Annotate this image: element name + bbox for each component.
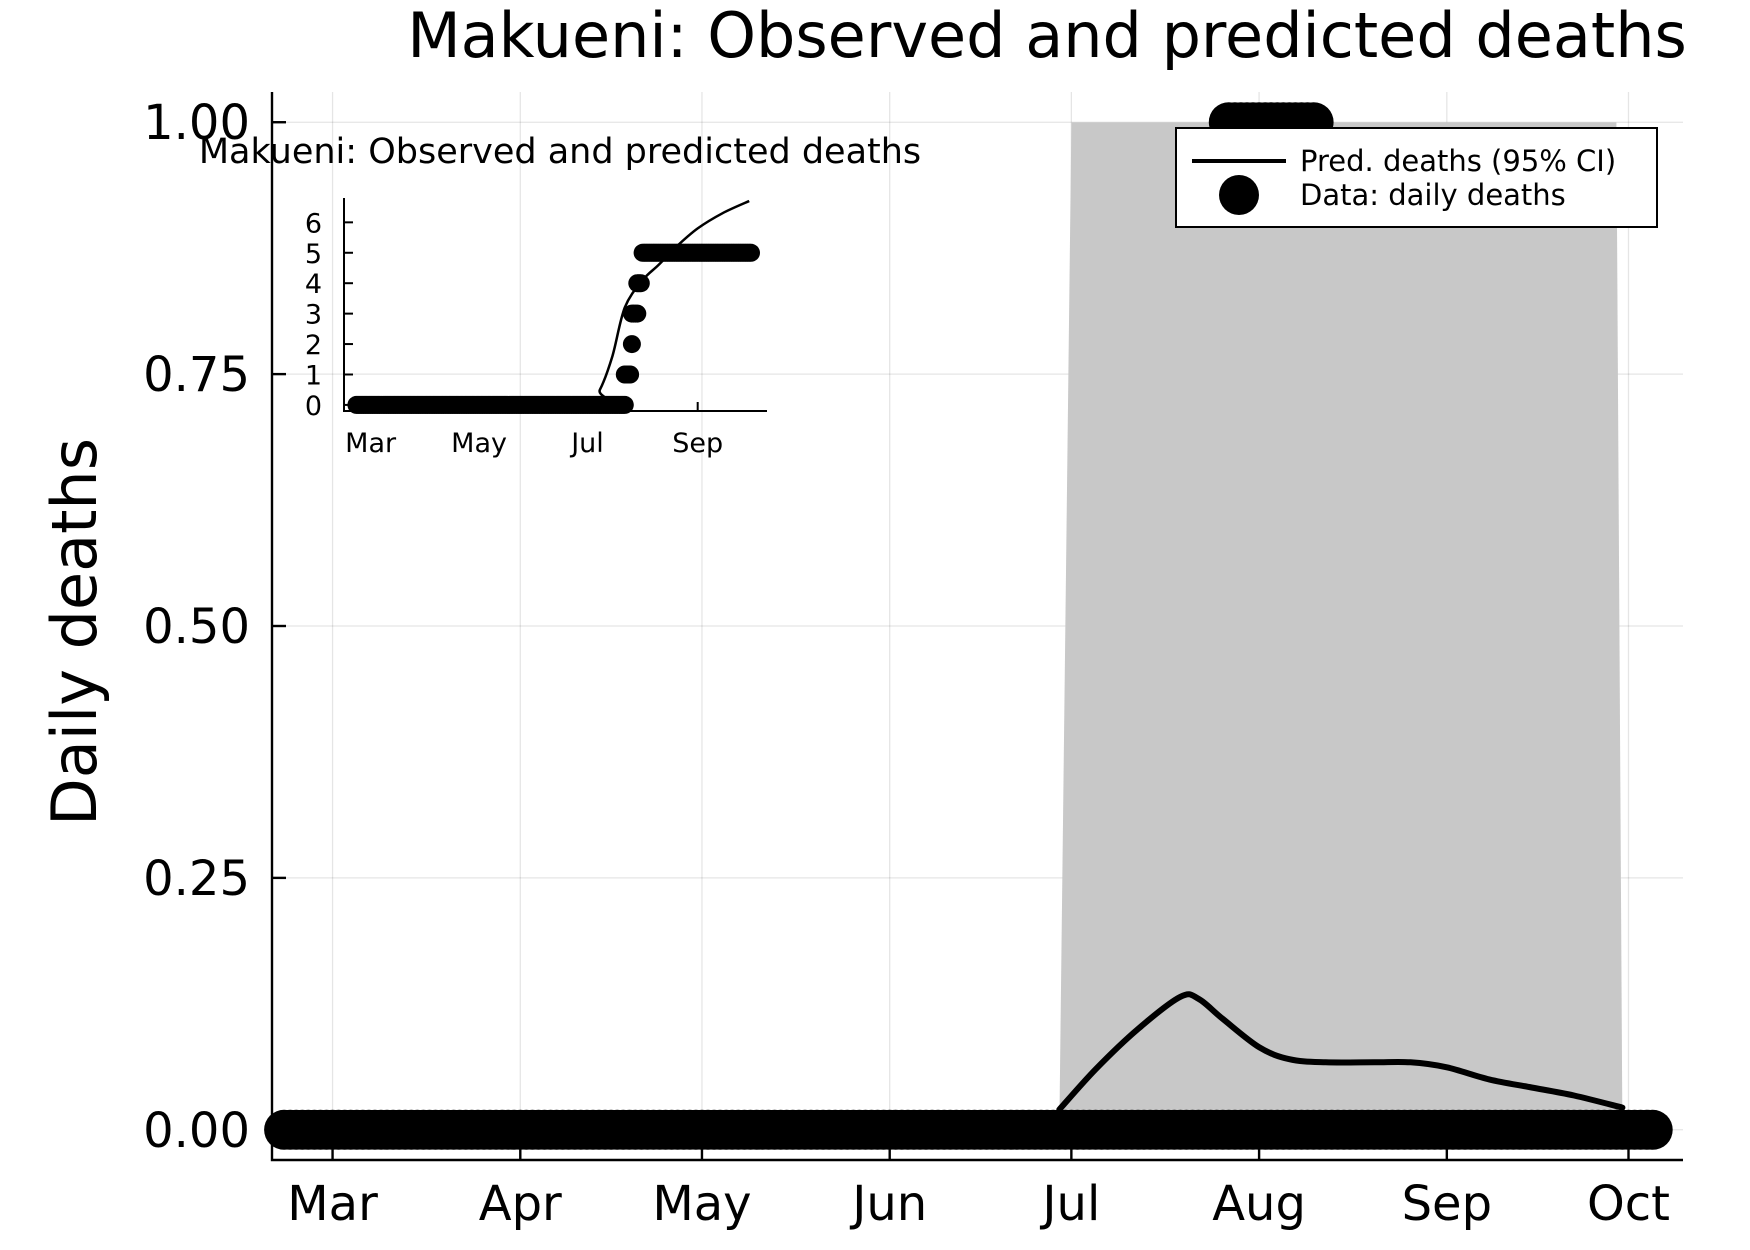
- x-tick-label: Aug: [1212, 1176, 1306, 1232]
- inset-data-point: [621, 365, 640, 384]
- data-point: [1632, 1109, 1673, 1150]
- inset-title: Makueni: Observed and predicted deaths: [199, 132, 921, 172]
- inset-y-tick-label: 5: [305, 239, 322, 270]
- inset-x-tick-label: Jul: [569, 428, 604, 459]
- inset-x-ticks: Mar May Jul Sep: [345, 402, 723, 459]
- x-tick-label: Sep: [1402, 1176, 1492, 1232]
- inset-chart: Makueni: Observed and predicted deaths M…: [199, 132, 921, 459]
- inset-predicted-line: [352, 199, 750, 408]
- main-x-ticks: Mar Apr May Jun Jul Aug Sep Oct: [287, 1146, 1670, 1232]
- x-tick-label: Oct: [1587, 1176, 1670, 1232]
- inset-y-tick-label: 4: [305, 269, 322, 300]
- inset-y-tick-label: 3: [305, 300, 322, 331]
- x-tick-label: Mar: [287, 1176, 378, 1232]
- legend-box: [1175, 127, 1658, 228]
- inset-axes: [343, 198, 767, 412]
- legend-label-data: Data: daily deaths: [1300, 178, 1566, 212]
- y-tick-label: 0.75: [143, 347, 250, 403]
- main-y-ticks: 0.00 0.25 0.50 0.75 1.00: [143, 95, 286, 1159]
- y-axis-label: Daily deaths: [38, 438, 111, 826]
- inset-x-tick-label: Mar: [345, 428, 397, 459]
- y-tick-label: 0.25: [143, 851, 250, 907]
- main-axis-lines: [270, 92, 1683, 1162]
- inset-data-point: [628, 304, 647, 323]
- legend-marker-swatch: [1219, 175, 1259, 215]
- x-tick-label: Jun: [849, 1176, 927, 1232]
- x-tick-label: Jul: [1039, 1176, 1100, 1232]
- main-axes: [270, 92, 1683, 1162]
- y-tick-label: 0.50: [143, 599, 250, 655]
- inset-data-point: [742, 243, 760, 262]
- inset-data-point: [615, 395, 634, 414]
- main-chart: Mar Apr May Jun Jul Aug Sep Oct 0.00 0.25 0.50 0.7…: [38, 0, 1687, 1232]
- chart-title: Makueni: Observed and predicted deaths: [407, 0, 1687, 72]
- inset-y-tick-label: 1: [305, 360, 322, 391]
- observed-deaths-markers: [264, 102, 1673, 1150]
- inset-observed-markers: [347, 243, 760, 414]
- legend-label-predicted: Pred. deaths (95% CI): [1300, 144, 1616, 178]
- predicted-deaths-line: [1056, 991, 1626, 1113]
- inset-data-point: [622, 335, 641, 354]
- inset-axis-lines: [343, 198, 767, 412]
- inset-y-tick-label: 0: [305, 391, 322, 422]
- inset-x-tick-label: May: [451, 428, 507, 459]
- inset-y-tick-label: 2: [305, 330, 322, 361]
- inset-x-tick-label: Sep: [672, 428, 723, 459]
- y-tick-label: 0.00: [143, 1103, 250, 1159]
- x-tick-label: Apr: [479, 1176, 562, 1232]
- confidence-band: [1059, 122, 1623, 1130]
- inset-y-tick-label: 6: [305, 208, 322, 239]
- y-tick-label: 1.00: [143, 95, 250, 151]
- legend: Pred. deaths (95% CI) Data: daily deaths: [1175, 127, 1658, 228]
- x-tick-label: May: [652, 1176, 751, 1232]
